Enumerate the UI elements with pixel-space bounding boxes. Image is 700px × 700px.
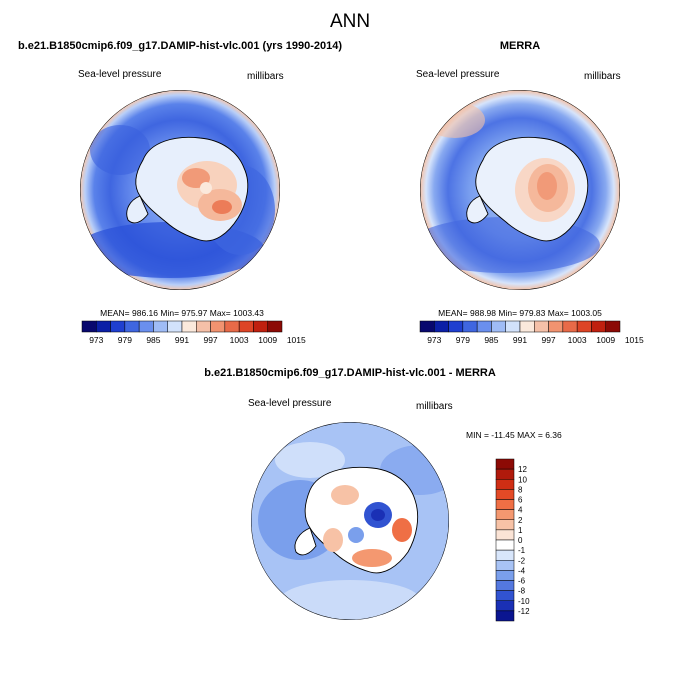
- colorbar-swatch: [495, 560, 515, 571]
- colorbar-swatch: [534, 320, 549, 333]
- colorbar-tick-label: 991: [513, 335, 527, 345]
- colorbar-swatch: [495, 600, 515, 612]
- colorbar-swatch: [462, 320, 478, 333]
- colorbar-swatch: [210, 320, 226, 333]
- colorbar-swatch: [495, 479, 515, 490]
- colorbar-tick-label: -10: [518, 597, 530, 606]
- polar-map: [251, 422, 449, 620]
- units-label: millibars: [247, 71, 284, 82]
- colorbar-tick-label: 8: [518, 485, 523, 494]
- stats-label: MIN = -11.45 MAX = 6.36: [466, 430, 562, 440]
- colorbar-tick-label: 12: [518, 465, 527, 474]
- figure-title: ANN: [330, 11, 370, 32]
- colorbar-swatch: [548, 320, 564, 333]
- colorbar-tick-label: 973: [427, 335, 441, 345]
- colorbar: 973 979 985 991 997 1003 1009 1015: [81, 320, 306, 345]
- colorbar-tick-label: 979: [118, 335, 132, 345]
- colorbar-tick-label: 985: [146, 335, 160, 345]
- variable-label: Sea-level pressure: [78, 69, 162, 80]
- colorbar-swatch: [238, 320, 254, 333]
- units-label: millibars: [584, 71, 621, 82]
- colorbar-swatch: [196, 320, 211, 333]
- colorbar-swatch: [419, 320, 435, 333]
- colorbar-swatch: [495, 610, 515, 622]
- colorbar-tick-label: 0: [518, 536, 523, 545]
- panel-title: MERRA: [500, 40, 540, 52]
- colorbar-tick-label: 1: [518, 526, 523, 535]
- colorbar: 973 979 985 991 997 1003 1009 1015: [419, 320, 644, 345]
- colorbar-swatch: [519, 320, 535, 333]
- colorbar-swatch: [495, 590, 515, 601]
- colorbar-tick-label: 1003: [230, 335, 249, 345]
- colorbar-tick-label: -2: [518, 556, 526, 565]
- colorbar-tick-label: 1009: [596, 335, 615, 345]
- colorbar-tick-label: 973: [89, 335, 103, 345]
- colorbar-tick-label: 2: [518, 516, 523, 525]
- colorbar-swatch: [605, 320, 621, 333]
- colorbar-tick-label: -6: [518, 577, 526, 586]
- panel-merra: MERRA Sea-level pressure millibars MEAN=…: [416, 40, 644, 345]
- colorbar-swatch: [495, 499, 515, 510]
- colorbar-swatch: [495, 519, 515, 531]
- units-label: millibars: [416, 401, 453, 412]
- colorbar-swatch: [591, 320, 606, 333]
- colorbar-tick-label: -4: [518, 566, 526, 575]
- colorbar-tick-label: 6: [518, 496, 523, 505]
- colorbar-swatch: [495, 549, 515, 561]
- colorbar-tick-label: 10: [518, 475, 527, 484]
- colorbar-tick-label: -12: [518, 607, 530, 616]
- colorbar-swatch: [153, 320, 168, 333]
- colorbar-swatch: [181, 320, 197, 333]
- colorbar-swatch: [495, 570, 515, 581]
- polar-map: [420, 90, 620, 290]
- colorbar-swatch: [576, 320, 592, 333]
- polar-map: [80, 90, 280, 290]
- colorbar-tick-label: 991: [175, 335, 189, 345]
- colorbar-tick-label: 997: [541, 335, 555, 345]
- colorbar-swatch: [562, 320, 578, 333]
- colorbar-swatch: [124, 320, 140, 333]
- colorbar-swatch: [476, 320, 492, 333]
- colorbar-swatch: [81, 320, 97, 333]
- colorbar-tick-label: 985: [484, 335, 498, 345]
- colorbar-swatch: [495, 580, 515, 591]
- colorbar-swatch: [267, 320, 283, 333]
- colorbar-swatch: [495, 458, 515, 470]
- colorbar-swatch: [224, 320, 240, 333]
- colorbar-swatch: [495, 509, 515, 520]
- colorbar-swatch: [253, 320, 268, 333]
- variable-label: Sea-level pressure: [416, 69, 500, 80]
- colorbar-swatch: [110, 320, 126, 333]
- colorbar-swatch: [138, 320, 154, 333]
- colorbar-tick-label: 1015: [625, 335, 644, 345]
- colorbar-tick-label: -1: [518, 546, 526, 555]
- colorbar-tick-label: 1003: [568, 335, 587, 345]
- colorbar-tick-label: 979: [456, 335, 470, 345]
- stats-label: MEAN= 986.16 Min= 975.97 Max= 1003.43: [100, 308, 264, 318]
- colorbar-tick-label: 4: [518, 506, 523, 515]
- colorbar-swatch: [495, 539, 515, 551]
- colorbar-swatch: [434, 320, 449, 333]
- colorbar-swatch: [495, 468, 515, 480]
- colorbar-tick-label: 1009: [258, 335, 277, 345]
- colorbar-tick-label: 1015: [287, 335, 306, 345]
- panel-title: b.e21.B1850cmip6.f09_g17.DAMIP-hist-vlc.…: [18, 40, 342, 52]
- panel-model: b.e21.B1850cmip6.f09_g17.DAMIP-hist-vlc.…: [18, 40, 342, 345]
- colorbar-swatch: [491, 320, 506, 333]
- colorbar-swatch: [505, 320, 521, 333]
- colorbar-tick-label: 997: [203, 335, 217, 345]
- colorbar-swatch: [96, 320, 111, 333]
- colorbar-swatch: [495, 529, 515, 541]
- variable-label: Sea-level pressure: [248, 398, 332, 409]
- panel-difference: b.e21.B1850cmip6.f09_g17.DAMIP-hist-vlc.…: [204, 367, 562, 622]
- colorbar-swatch: [448, 320, 464, 333]
- colorbar-tick-label: -8: [518, 587, 526, 596]
- colorbar-swatch: [495, 489, 515, 500]
- stats-label: MEAN= 988.98 Min= 979.83 Max= 1003.05: [438, 308, 602, 318]
- colorbar-swatch: [167, 320, 183, 333]
- panel-title: b.e21.B1850cmip6.f09_g17.DAMIP-hist-vlc.…: [204, 367, 496, 379]
